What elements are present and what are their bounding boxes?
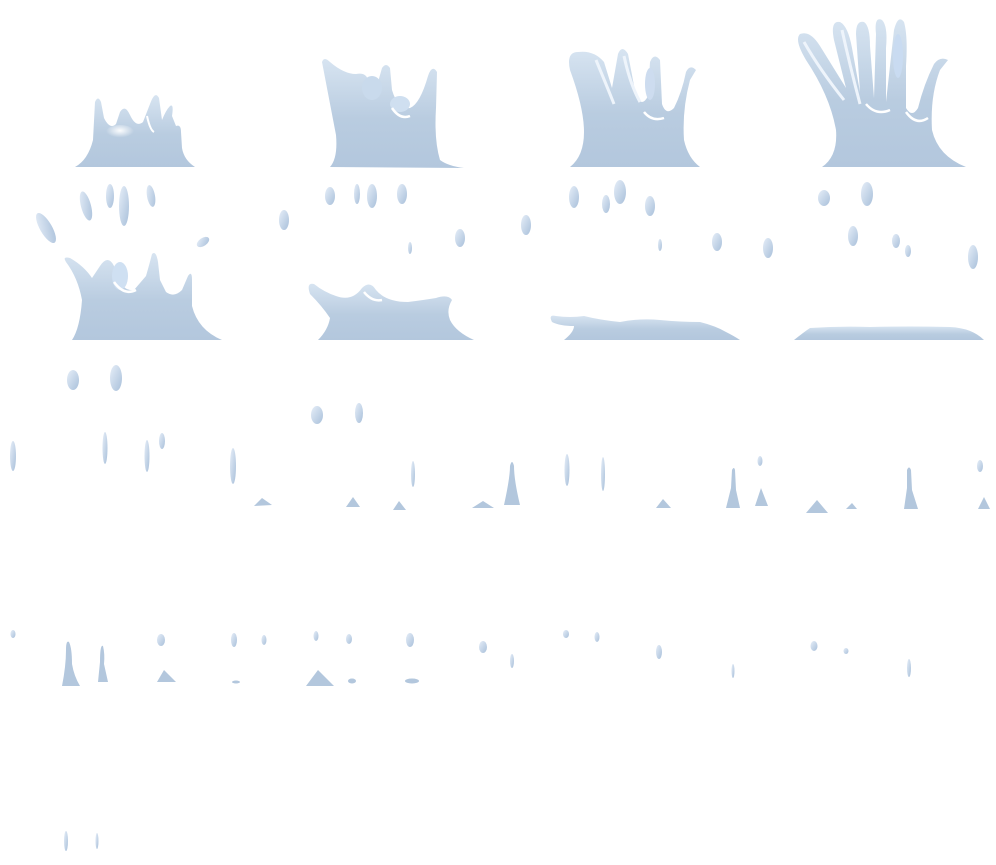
splash-frame-7	[521, 180, 773, 340]
splash-frame-4	[798, 19, 966, 167]
droplets-frame-13	[10, 630, 176, 686]
splash-frame-5	[36, 184, 223, 340]
splash-frame-1	[75, 95, 195, 167]
droplets-frame-14	[231, 631, 514, 686]
droplets-frame-11	[564, 454, 768, 508]
droplets-frame-10	[230, 403, 520, 510]
droplets-frame-15	[563, 630, 911, 678]
droplets-frame-16	[64, 831, 99, 851]
droplets-frame-9	[10, 365, 165, 472]
splash-frame-3	[569, 49, 700, 167]
splash-frame-6	[279, 184, 474, 340]
splash-frame-8	[794, 182, 984, 340]
droplets-frame-12	[806, 460, 990, 513]
splash-frame-2	[322, 59, 464, 168]
